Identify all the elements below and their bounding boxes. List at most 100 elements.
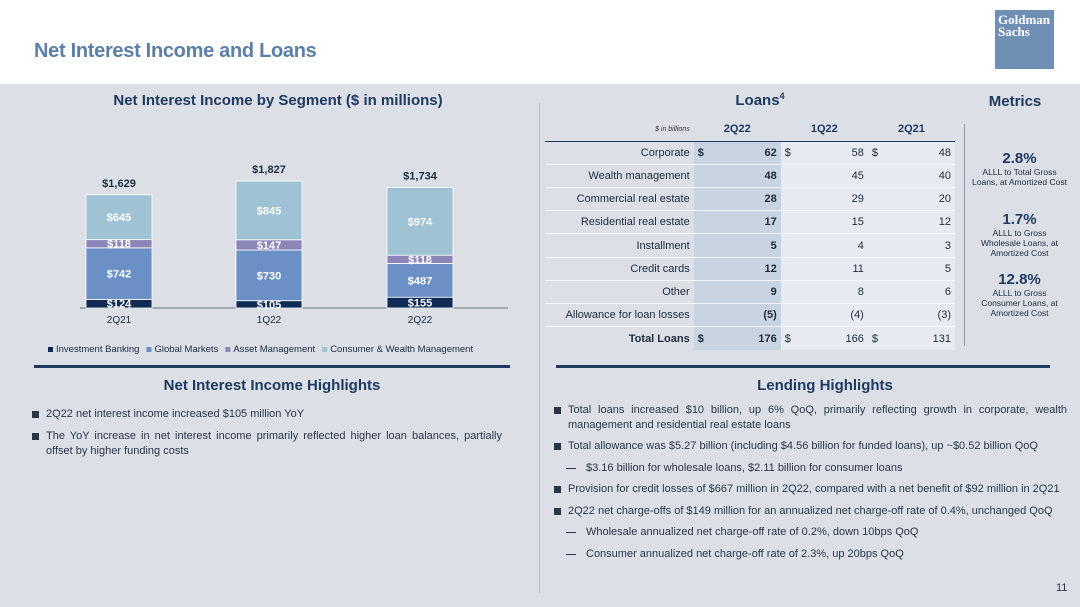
value-cell: 45 [798, 164, 868, 187]
row-label: Commercial real estate [545, 188, 694, 211]
legend-label: Investment Banking [56, 344, 139, 355]
value-cell: (5) [711, 304, 781, 327]
currency-cell [781, 164, 798, 187]
sub-bullet-item: Consumer annualized net charge-off rate … [554, 547, 1067, 562]
currency-cell [868, 188, 885, 211]
currency-cell: $ [781, 141, 798, 164]
col-header: 2Q22 [694, 118, 781, 141]
sub-bullet-item: $3.16 billion for wholesale loans, $2.11… [554, 461, 1067, 476]
data-label: $155 [408, 298, 432, 310]
metric-desc: ALLL to Total Gross Loans, at Amortized … [972, 167, 1067, 187]
value-cell: 3 [885, 234, 955, 257]
legend-label: Consumer & Wealth Management [330, 344, 473, 355]
legend-label: Global Markets [154, 344, 218, 355]
currency-cell [868, 211, 885, 234]
bullet-item: Total allowance was $5.27 billion (inclu… [554, 439, 1067, 454]
legend-swatch [322, 347, 327, 352]
bullet-item: 2Q22 net interest income increased $105 … [32, 407, 502, 422]
currency-cell [868, 257, 885, 280]
data-label: $974 [408, 216, 433, 228]
value-cell: 17 [711, 211, 781, 234]
col-header: 1Q22 [781, 118, 868, 141]
currency-cell: $ [694, 141, 711, 164]
value-cell: (3) [885, 304, 955, 327]
value-cell: 12 [711, 257, 781, 280]
vertical-divider [539, 103, 540, 593]
value-cell: (4) [798, 304, 868, 327]
total-label: $1,827 [252, 164, 286, 176]
row-label: Residential real estate [545, 211, 694, 234]
data-label: $487 [408, 275, 432, 287]
bullet-item: 2Q22 net charge-offs of $149 million for… [554, 504, 1067, 519]
logo-line-2: Sachs [998, 26, 1051, 38]
loans-footnote: 4 [780, 91, 785, 101]
units-label: $ in billions [545, 118, 694, 141]
legend-swatch [146, 347, 151, 352]
value-cell: 6 [885, 280, 955, 303]
data-label: $147 [257, 240, 281, 252]
currency-cell: $ [694, 327, 711, 350]
section-rule-right [556, 365, 1050, 368]
section-rule-left [34, 365, 510, 368]
legend-label: Asset Management [233, 344, 315, 355]
value-cell: 15 [798, 211, 868, 234]
value-cell: 20 [885, 188, 955, 211]
bullet-item: The YoY increase in net interest income … [32, 429, 502, 459]
bullet-item: Provision for credit losses of $667 mill… [554, 482, 1067, 497]
table-row: Other 9 8 6 [545, 280, 955, 303]
currency-cell [694, 234, 711, 257]
row-label: Credit cards [545, 257, 694, 280]
page-title: Net Interest Income and Loans [34, 40, 316, 63]
data-label: $742 [107, 269, 131, 281]
currency-cell: $ [868, 141, 885, 164]
col-header: 2Q21 [868, 118, 955, 141]
page-number: 11 [1056, 582, 1067, 594]
value-cell: 4 [798, 234, 868, 257]
metric-value: 1.7% [972, 211, 1067, 228]
currency-cell [694, 188, 711, 211]
x-tick-label: 2Q21 [107, 315, 132, 326]
value-cell: 166 [798, 327, 868, 350]
row-label: Wealth management [545, 164, 694, 187]
table-row: Residential real estate 17 15 12 [545, 211, 955, 234]
table-row: Corporate $62 $58 $48 [545, 141, 955, 164]
currency-cell [868, 280, 885, 303]
currency-cell [868, 304, 885, 327]
legend-swatch [225, 347, 230, 352]
value-cell: 12 [885, 211, 955, 234]
metric-alll-wholesale: 1.7% ALLL to Gross Wholesale Loans, at A… [972, 211, 1067, 258]
row-label: Installment [545, 234, 694, 257]
nii-highlights-list: 2Q22 net interest income increased $105 … [32, 407, 502, 466]
value-cell: 5 [885, 257, 955, 280]
currency-cell [781, 280, 798, 303]
value-cell: 58 [798, 141, 868, 164]
currency-cell [694, 257, 711, 280]
sub-bullet-item: Wholesale annualized net charge-off rate… [554, 525, 1067, 540]
metric-value: 12.8% [972, 271, 1067, 288]
value-cell: 8 [798, 280, 868, 303]
lending-highlights-list: Total loans increased $10 billion, up 6%… [554, 403, 1067, 568]
currency-cell [781, 257, 798, 280]
legend-swatch [48, 347, 53, 352]
goldman-sachs-logo: Goldman Sachs [995, 10, 1054, 69]
value-cell: 48 [885, 141, 955, 164]
metric-desc: ALLL to Gross Consumer Loans, at Amortiz… [972, 288, 1067, 318]
value-cell: 29 [798, 188, 868, 211]
value-cell: 62 [711, 141, 781, 164]
data-label: $118 [107, 239, 131, 251]
data-label: $118 [408, 254, 432, 266]
row-label: Other [545, 280, 694, 303]
currency-cell [781, 211, 798, 234]
x-tick-label: 1Q22 [257, 315, 282, 326]
loans-title-text: Loans [735, 92, 779, 109]
data-label: $124 [107, 299, 132, 311]
metric-alll-total: 2.8% ALLL to Total Gross Loans, at Amort… [972, 150, 1067, 187]
data-label: $845 [257, 205, 281, 217]
value-cell: 9 [711, 280, 781, 303]
nii-segment-chart: $124 $742 $118 $645 $1,629 2Q21 $105 $730 $147 $8… [28, 118, 528, 363]
table-row: Commercial real estate 28 29 20 [545, 188, 955, 211]
chart-title: Net Interest Income by Segment ($ in mil… [28, 92, 528, 109]
currency-cell: $ [781, 327, 798, 350]
value-cell: 131 [885, 327, 955, 350]
row-label: Total Loans [545, 327, 694, 350]
